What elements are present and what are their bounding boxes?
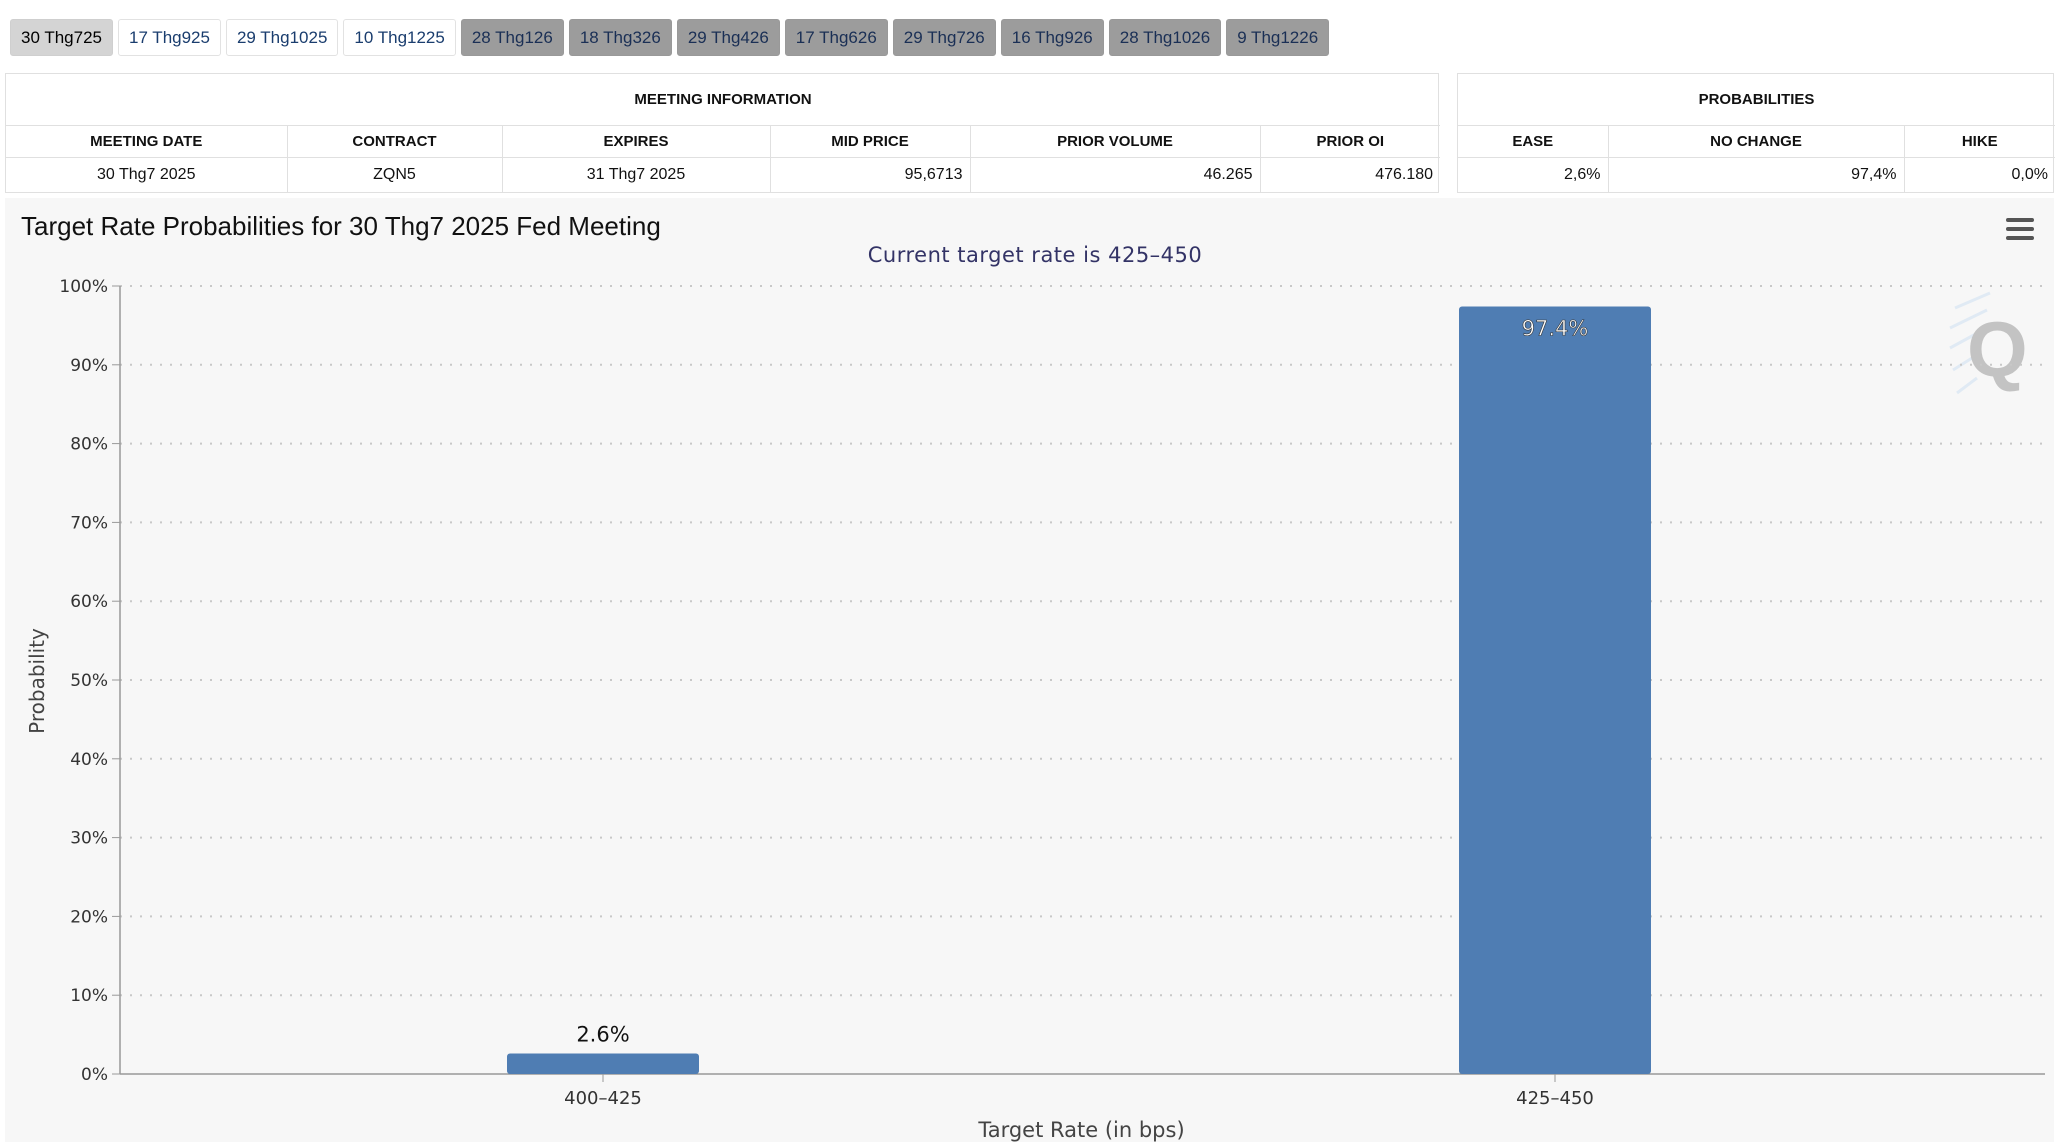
y-tick-label: 0%	[81, 1065, 108, 1085]
header-ease: EASE	[1458, 125, 1609, 158]
cell-prior-volume: 46.265	[969, 157, 1261, 192]
bar-425–450	[1459, 306, 1651, 1074]
meeting-date-tabs: 30 Thg725 17 Thg925 29 Thg1025 10 Thg1225 28…	[10, 19, 1330, 56]
hamburger-menu-icon[interactable]	[2006, 218, 2034, 242]
x-tick-label: 400–425	[564, 1088, 642, 1109]
svg-text:Q: Q	[1967, 305, 2028, 393]
probabilities-caption: PROBABILITIES	[1458, 74, 2055, 126]
target-rate-chart: Q Current target rate is 425–450 0% 10% 20%…	[25, 243, 2045, 1142]
header-prior-oi: PRIOR OI	[1259, 125, 1441, 158]
header-no-change: NO CHANGE	[1607, 125, 1905, 158]
cell-ease: 2,6%	[1458, 157, 1609, 192]
tab-meeting-11[interactable]: 9 Thg1226	[1226, 19, 1330, 56]
data-label: 97.4%	[1522, 316, 1589, 340]
header-hike: HIKE	[1903, 125, 2055, 158]
tab-meeting-3[interactable]: 10 Thg1225	[343, 19, 456, 56]
chart-subtitle: Current target rate is 425–450	[868, 243, 1203, 267]
tab-meeting-4[interactable]: 28 Thg126	[460, 19, 564, 56]
tab-meeting-2[interactable]: 29 Thg1025	[225, 19, 339, 56]
tab-meeting-5[interactable]: 18 Thg326	[568, 19, 672, 56]
tab-meeting-10[interactable]: 28 Thg1026	[1108, 19, 1222, 56]
meeting-information-table: MEETING INFORMATION MEETING DATE CONTRAC…	[6, 74, 1441, 192]
cell-hike: 0,0%	[1903, 157, 2055, 192]
x-tick-label: 425–450	[1516, 1088, 1594, 1109]
cell-meeting-date: 30 Thg7 2025	[6, 157, 288, 192]
bar-400–425	[507, 1053, 699, 1074]
meeting-information-caption: MEETING INFORMATION	[6, 74, 1441, 126]
cell-prior-oi: 476.180	[1259, 157, 1441, 192]
header-expires: EXPIRES	[501, 125, 771, 158]
meeting-information-panel: MEETING INFORMATION MEETING DATE CONTRAC…	[5, 73, 1441, 193]
tab-meeting-9[interactable]: 16 Thg926	[1000, 19, 1104, 56]
data-label: 2.6%	[576, 1023, 629, 1047]
probabilities-table: PROBABILITIES EASE NO CHANGE HIKE 2,6% 9…	[1458, 74, 2055, 192]
cell-expires: 31 Thg7 2025	[501, 157, 771, 192]
q-logo-icon: Q	[1949, 291, 2028, 395]
y-tick-label: 100%	[59, 277, 108, 297]
y-tick-label: 50%	[70, 671, 108, 691]
y-tick-label: 30%	[70, 829, 108, 849]
y-tick-label: 60%	[70, 592, 108, 612]
tab-meeting-8[interactable]: 29 Thg726	[892, 19, 996, 56]
tab-meeting-1[interactable]: 17 Thg925	[117, 19, 221, 56]
y-tick-label: 70%	[70, 513, 108, 533]
header-mid-price: MID PRICE	[769, 125, 971, 158]
y-axis-title: Probability	[25, 628, 49, 734]
tab-meeting-0[interactable]: 30 Thg725	[10, 19, 113, 56]
y-tick-label: 80%	[70, 435, 108, 455]
header-meeting-date: MEETING DATE	[6, 125, 288, 158]
chart-container: Q Current target rate is 425–450 0% 10% 20%…	[5, 198, 2054, 1142]
y-tick-label: 40%	[70, 750, 108, 770]
header-prior-volume: PRIOR VOLUME	[969, 125, 1261, 158]
cell-no-change: 97,4%	[1607, 157, 1905, 192]
cell-contract: ZQN5	[286, 157, 503, 192]
x-axis-title: Target Rate (in bps)	[977, 1118, 1184, 1142]
probabilities-panel: PROBABILITIES EASE NO CHANGE HIKE 2,6% 9…	[1457, 73, 2055, 193]
tab-meeting-7[interactable]: 17 Thg626	[784, 19, 888, 56]
cell-mid-price: 95,6713	[769, 157, 971, 192]
y-tick-label: 90%	[70, 356, 108, 376]
tab-meeting-6[interactable]: 29 Thg426	[676, 19, 780, 56]
chart-title: Target Rate Probabilities for 30 Thg7 20…	[21, 211, 661, 241]
y-tick-label: 20%	[70, 907, 108, 927]
header-contract: CONTRACT	[286, 125, 503, 158]
y-tick-label: 10%	[70, 986, 108, 1006]
